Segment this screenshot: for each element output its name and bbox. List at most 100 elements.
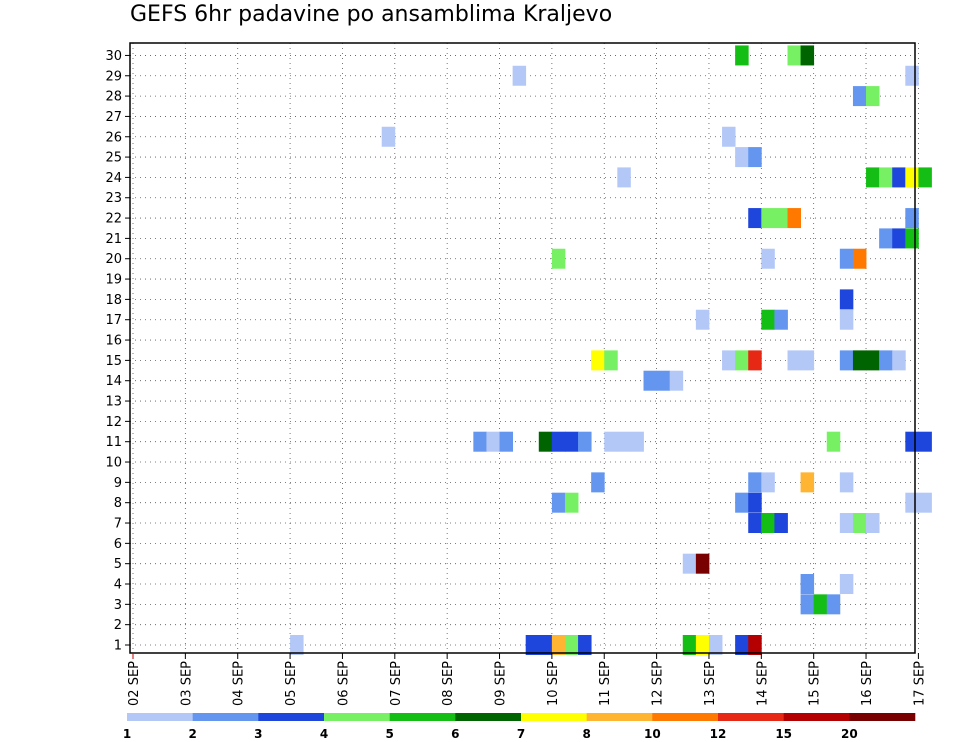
heatmap-cell [748,513,762,534]
legend-swatch [455,713,522,721]
y-tick-label: 21 [105,232,122,247]
x-tick-label: 14 SEP [755,661,770,706]
x-tick-label: 17 SEP [912,661,927,706]
heatmap-cell [826,594,841,615]
y-tick-label: 7 [114,517,122,532]
x-tick-label: 04 SEP [232,661,247,706]
legend-label: 3 [254,727,262,741]
legend-swatch [718,713,784,721]
x-tick-label: 11 SEP [598,661,613,706]
heatmap-cell [800,594,815,615]
heatmap-cell [852,350,867,371]
heatmap-cell [748,147,762,168]
heatmap-cell [918,431,932,452]
heatmap-cell [551,248,566,269]
heatmap-cell [564,431,579,452]
heatmap-cell [695,309,710,330]
heatmap-cell [748,472,762,493]
x-tick-label: 09 SEP [494,661,509,706]
legend-label: 20 [841,727,858,741]
heatmap-cell [564,492,579,513]
x-tick-label: 13 SEP [703,661,718,706]
legend-swatch [849,713,916,721]
heatmap-cell [525,635,540,655]
y-tick-label: 10 [105,456,122,471]
y-tick-label: 13 [105,395,122,410]
heatmap-cell [656,370,671,391]
chart-title: GEFS 6hr padavine po ansamblima Kraljevo [130,2,613,27]
heatmap-cell [787,208,801,229]
y-tick-label: 11 [105,435,122,450]
heatmap-cell [551,635,566,655]
heatmap-cell [748,492,762,513]
heatmap-cell [774,309,788,330]
y-tick-label: 25 [105,151,122,166]
heatmap-cell [381,126,396,147]
heatmap-cell [551,431,566,452]
grid [130,43,919,653]
legend-label: 10 [644,727,661,741]
y-tick-label: 6 [114,537,122,552]
legend-swatch [652,713,719,721]
heatmap-cell [538,431,553,452]
heatmap-cell [866,350,880,371]
heatmap-cell [800,574,815,595]
y-tick-label: 19 [105,273,122,288]
legend-label: 4 [320,727,328,741]
legend-swatch [783,713,850,721]
y-tick-label: 22 [105,212,122,227]
y-tick-label: 5 [114,557,122,572]
heatmap-cell [761,513,775,534]
heatmap-cell [473,431,487,452]
y-tick-label: 9 [114,476,122,491]
x-tick-label: 08 SEP [441,661,456,706]
x-axis: 02 SEP 03 SEP 04 SEP 05 SEP 06 SEP 07 SEP 08 S… [127,653,927,706]
legend-swatch [324,713,390,721]
heatmap-cell [643,370,657,391]
heatmap-cell [748,350,762,371]
legend-label: 5 [385,727,393,741]
heatmap-cell [682,635,697,655]
heatmap-cell [892,167,906,188]
heatmap-cell [617,431,631,452]
heatmap-cell [761,208,775,229]
heatmap-cell [852,513,867,534]
heatmap-cell [604,431,618,452]
heatmap-cell [578,635,592,655]
heatmap-cell [578,431,592,452]
y-tick-label: 27 [105,110,122,125]
y-tick-label: 29 [105,69,122,84]
heatmap-cell [761,472,775,493]
heatmap-cell [918,492,932,513]
heatmap-cell [892,350,906,371]
heatmap-cell [499,431,514,452]
heatmap-cell [839,472,854,493]
heatmap-cell [905,228,919,249]
x-tick-label: 10 SEP [546,661,561,706]
y-tick-label: 3 [114,598,122,613]
heatmap-cell [905,208,919,229]
y-tick-label: 23 [105,191,122,206]
heatmap-cell [879,167,893,188]
heatmap-cell [735,492,749,513]
heatmap-cell [682,553,697,574]
heatmap-cell [761,309,775,330]
y-tick-label: 26 [105,130,122,145]
y-tick-label: 2 [114,618,122,633]
heatmap-cell [722,126,736,147]
heatmap-cell [512,65,527,86]
heatmap-cell [892,228,906,249]
heatmap-cell [839,248,854,269]
heatmap-cell [630,431,644,452]
legend-label: 1 [123,727,131,741]
heatmap-cell [591,472,605,493]
y-tick-label: 14 [105,374,122,389]
legend-swatch [389,713,456,721]
heatmap-cell [839,289,854,310]
y-tick-label: 20 [105,252,122,267]
legend-label: 6 [451,727,459,741]
heatmap-cell [774,208,788,229]
heatmap-cell [905,431,919,452]
legend-label: 12 [710,727,727,741]
y-tick-label: 15 [105,354,122,369]
